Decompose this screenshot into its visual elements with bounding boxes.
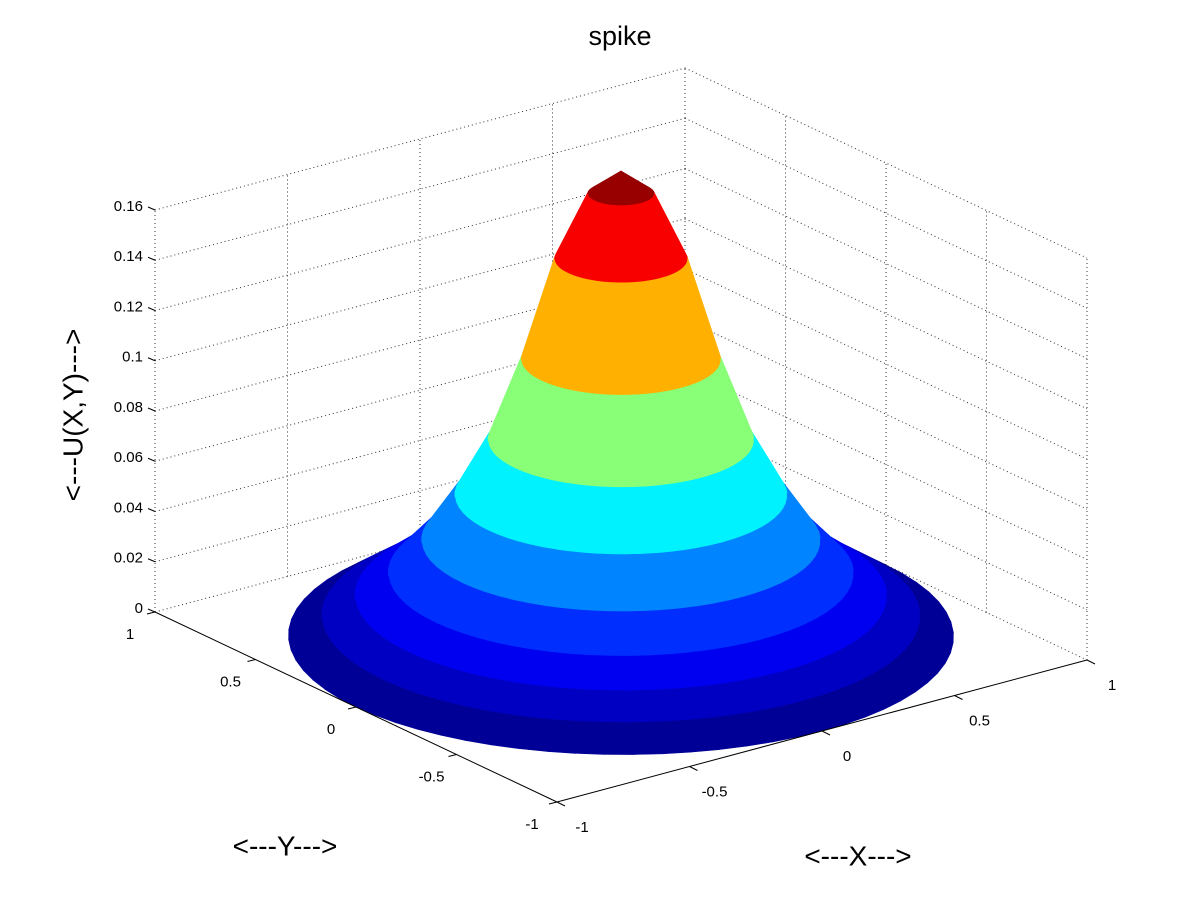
- y-axis-label: <---Y--->: [233, 830, 338, 861]
- y-tick: [448, 754, 457, 757]
- chart-title: spike: [588, 21, 651, 51]
- z-axis-label: <---U(X,Y)--->: [57, 329, 88, 502]
- z-tick: [147, 206, 156, 211]
- z-tick: [147, 508, 156, 512]
- x-tick-label: 1: [1108, 677, 1116, 694]
- x-tick: [954, 695, 963, 700]
- z-tick: [147, 558, 156, 563]
- surface-facet: [604, 722, 634, 755]
- x-tick: [556, 801, 566, 807]
- x-tick: [689, 766, 698, 771]
- surface: [288, 170, 954, 755]
- surface-facet: [605, 690, 633, 723]
- z-tick: [147, 457, 156, 462]
- x-tick: [1086, 659, 1096, 665]
- z-tick: [147, 357, 156, 362]
- x-tick-label: 0: [843, 748, 851, 765]
- y-tick-label: 0.5: [220, 673, 241, 690]
- z-tick-label: 0.02: [114, 550, 143, 567]
- z-tick-label: 0.16: [114, 198, 143, 215]
- z-tick: [147, 407, 156, 412]
- surface-facet: [579, 689, 609, 723]
- y-tick: [146, 611, 156, 615]
- surface-facet: [612, 487, 628, 555]
- y-tick: [347, 706, 357, 710]
- z-tick-label: 0.12: [114, 298, 143, 315]
- surface-facet: [614, 394, 627, 488]
- y-tick-label: 0: [327, 721, 335, 738]
- surface-facet: [610, 554, 629, 612]
- surface-facet: [629, 655, 655, 691]
- z-tick-label: 0.06: [114, 449, 143, 466]
- x-tick: [821, 730, 831, 736]
- z-tick-label: 0.14: [114, 248, 143, 265]
- surface-facet: [607, 655, 632, 691]
- x-axis-label: <---X--->: [804, 840, 911, 871]
- x-tick-label: -0.5: [702, 783, 728, 800]
- y-tick-label: 1: [126, 626, 134, 643]
- surface-facet: [609, 611, 631, 657]
- y-tick-label: -0.5: [419, 768, 445, 785]
- z-tick: [147, 307, 156, 311]
- z-tick-label: 0: [135, 600, 143, 617]
- x-tick-label: -1: [575, 819, 588, 836]
- surface-facet: [584, 655, 610, 691]
- x-tick-label: 0.5: [969, 712, 990, 729]
- y-tick: [548, 801, 558, 805]
- surface-facet: [628, 610, 651, 657]
- axes: -1-0.500.51-1-0.500.5100.020.040.060.080…: [114, 198, 1116, 836]
- y-tick: [247, 659, 256, 662]
- z-tick: [147, 608, 156, 613]
- y-tick-label: -1: [525, 816, 538, 833]
- z-tick-label: 0.08: [114, 399, 143, 416]
- z-tick-label: 0.1: [122, 349, 143, 366]
- surface-facet: [632, 721, 663, 755]
- surface-facet: [575, 721, 607, 755]
- z-tick: [147, 256, 156, 261]
- z-tick-label: 0.04: [114, 499, 143, 516]
- surface-facet: [630, 689, 659, 723]
- surface-facet: [615, 282, 626, 396]
